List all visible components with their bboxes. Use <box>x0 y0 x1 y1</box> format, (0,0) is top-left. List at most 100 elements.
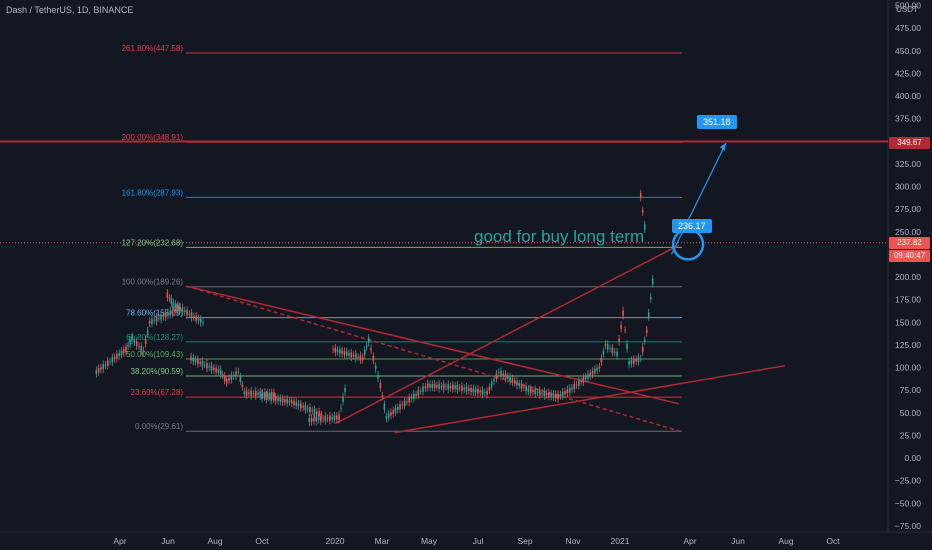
candle-body <box>589 372 592 377</box>
candle-body <box>270 395 272 401</box>
candle-body <box>377 374 379 379</box>
candle-body <box>641 210 644 213</box>
candle-body <box>288 400 291 403</box>
x-tick-label: Aug <box>207 536 222 546</box>
candle-body <box>385 416 388 419</box>
x-tick-label: Oct <box>826 536 840 546</box>
candle-body <box>241 384 244 388</box>
y-tick-label: 275.00 <box>895 204 921 214</box>
candle-body <box>192 357 195 362</box>
candle-body <box>190 356 192 361</box>
candle-body <box>554 393 557 399</box>
candle-body <box>308 417 311 423</box>
candle-body <box>199 361 201 364</box>
candle-body <box>342 396 344 402</box>
candle-body <box>651 278 654 285</box>
current-price-label: 237.82 <box>889 237 930 249</box>
candle-body <box>520 383 523 389</box>
candle-body <box>401 404 404 406</box>
candle-body <box>343 350 346 355</box>
candle-body <box>297 403 300 407</box>
entry-circle <box>671 228 705 261</box>
candle-body <box>140 345 143 352</box>
candle-body <box>125 346 127 353</box>
candle-body <box>248 392 250 394</box>
candle-body <box>632 358 635 364</box>
candle-body <box>643 224 646 230</box>
candle-body <box>609 348 611 350</box>
candle-body <box>331 416 333 420</box>
candle-body <box>336 349 339 352</box>
fib-level-label: 23.60%(67.28) <box>131 388 184 397</box>
candle-body <box>622 310 624 316</box>
candle-body <box>445 386 447 388</box>
candle-body <box>624 329 626 331</box>
x-tick-label: Oct <box>255 536 269 546</box>
candle-body <box>302 405 304 408</box>
candle-body <box>458 387 461 389</box>
candle-body <box>129 339 131 345</box>
candle-body <box>95 370 98 374</box>
candle-body <box>318 411 320 416</box>
candle-body <box>160 314 162 320</box>
candle-body <box>169 310 172 315</box>
y-tick-label: 175.00 <box>895 295 921 305</box>
candle-body <box>575 384 578 386</box>
candle-body <box>502 373 505 376</box>
candle-body <box>415 394 417 396</box>
candle-body <box>286 398 288 404</box>
candle-body <box>639 193 642 198</box>
entry-price-callout[interactable]: 236.17 <box>672 219 712 233</box>
candle-body <box>431 384 434 388</box>
candle-body <box>142 350 145 353</box>
buy-note-text[interactable]: good for buy long term <box>474 227 645 246</box>
fib-level-label: 78.60%(155.09) <box>126 309 183 318</box>
candle-body <box>270 392 273 397</box>
candle-body <box>465 386 468 392</box>
candle-body <box>162 314 165 317</box>
candle-body <box>170 298 173 304</box>
candle-body <box>449 386 452 388</box>
candle-body <box>106 360 109 367</box>
candle-body <box>206 363 208 369</box>
candle-body <box>284 399 286 403</box>
candle-body <box>426 383 429 388</box>
candle-body <box>151 318 153 324</box>
candle-body <box>523 387 525 388</box>
candle-body <box>317 418 320 421</box>
candle-body <box>326 417 329 419</box>
candle-body <box>511 378 514 383</box>
currency-label: USDT <box>896 5 918 14</box>
candle-body <box>155 316 158 322</box>
candle-body <box>228 377 230 381</box>
y-tick-label: 300.00 <box>895 182 921 192</box>
candle-body <box>320 414 323 415</box>
candle-body <box>507 376 509 380</box>
target-arrow-head <box>719 143 726 152</box>
rising-trendline <box>335 244 679 425</box>
descending-dashed-trendline <box>186 285 679 432</box>
candle-body <box>424 386 427 389</box>
fib-level-label: 0.00%(29.61) <box>135 422 183 431</box>
candle-body <box>479 390 482 393</box>
candle-body <box>365 345 368 348</box>
candle-body <box>591 370 594 375</box>
candle-body <box>306 408 309 410</box>
candle-body <box>194 359 197 362</box>
target-price-callout[interactable]: 351.18 <box>697 115 737 129</box>
candle-body <box>436 385 438 388</box>
candle-body <box>374 365 377 370</box>
candle-body <box>447 384 450 390</box>
fib-level-label: 50.00%(109.43) <box>126 350 183 359</box>
candle-body <box>138 345 140 347</box>
candle-body <box>643 339 646 342</box>
candle-body <box>201 360 204 367</box>
candle-body <box>611 347 614 354</box>
candle-body <box>237 371 240 373</box>
y-tick-label: 50.00 <box>900 408 922 418</box>
candle-body <box>372 356 375 361</box>
candle-body <box>338 414 340 420</box>
candle-body <box>183 310 186 312</box>
candle-body <box>461 385 463 391</box>
